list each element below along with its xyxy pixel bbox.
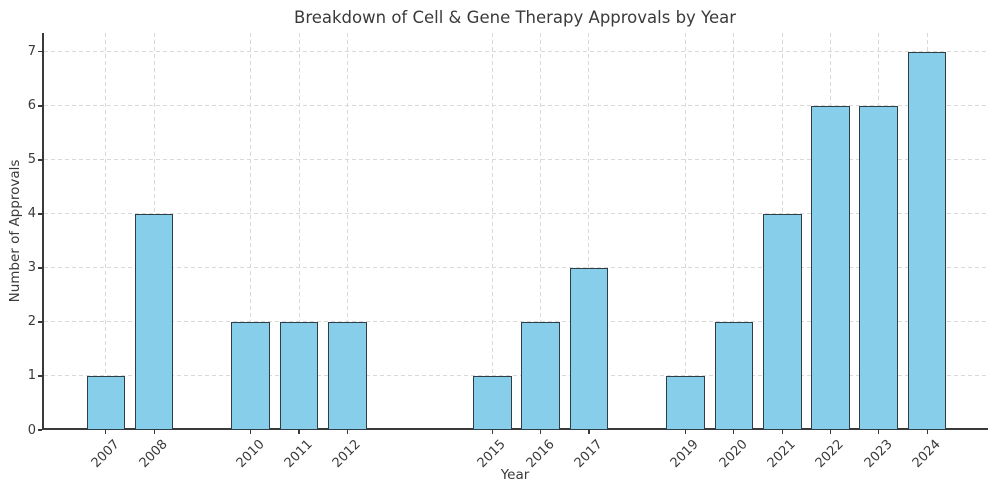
x-axis-label: Year [500, 467, 530, 483]
gridline-vertical [588, 33, 590, 430]
x-axis-tick [926, 430, 928, 434]
x-tick-label: 2017 [571, 437, 606, 472]
x-axis-tick [733, 430, 735, 434]
x-tick-label: 2012 [329, 437, 364, 472]
gridline-vertical [298, 33, 300, 430]
y-axis-tick [38, 213, 42, 215]
bar-2024 [907, 51, 947, 430]
y-axis-tick [38, 159, 42, 161]
x-axis-tick [781, 430, 783, 434]
y-axis-tick [38, 429, 42, 431]
x-axis-tick [250, 430, 252, 434]
x-tick-label: 2021 [764, 437, 799, 472]
gridline-vertical [346, 33, 348, 430]
y-axis-tick [38, 267, 42, 269]
bar-2010 [231, 321, 271, 430]
bar-2016 [521, 321, 560, 430]
gridline-vertical [685, 33, 687, 430]
x-axis-tick [153, 430, 155, 434]
y-tick-label: 1 [27, 368, 36, 384]
bar-2011 [279, 321, 319, 430]
bar-2015 [473, 375, 512, 430]
y-tick-label: 2 [27, 314, 36, 330]
x-axis-tick [829, 430, 832, 434]
gridline-vertical [733, 33, 735, 430]
y-axis-tick [38, 375, 42, 377]
x-axis-tick [588, 430, 590, 434]
y-tick-label: 3 [27, 260, 36, 276]
x-tick-label: 2022 [813, 437, 848, 472]
x-axis-tick [105, 430, 107, 434]
gridline-horizontal [44, 267, 988, 269]
y-tick-label: 5 [27, 152, 36, 168]
gridline-vertical [491, 33, 493, 430]
gridline-horizontal [44, 51, 988, 53]
y-axis-tick [38, 51, 42, 53]
y-axis-label: Number of Approvals [7, 159, 23, 303]
x-axis-tick [684, 430, 687, 434]
x-axis-tick [491, 430, 493, 434]
gridline-vertical [540, 33, 542, 430]
bar-2022 [811, 105, 850, 430]
axes-spines [42, 33, 988, 430]
y-axis-tick [38, 321, 42, 323]
bar-2023 [859, 105, 899, 430]
y-tick-label: 4 [27, 206, 36, 222]
x-tick-label: 2023 [861, 437, 896, 472]
x-tick-label: 2016 [523, 437, 558, 472]
gridline-horizontal [44, 105, 988, 107]
x-tick-label: 2015 [474, 437, 509, 472]
bar-2007 [86, 375, 126, 430]
x-axis-tick [346, 430, 348, 434]
bar-2017 [569, 267, 609, 430]
gridline-horizontal [44, 375, 988, 377]
y-axis-tick [38, 105, 42, 107]
x-axis-tick [540, 430, 542, 434]
gridline-vertical [105, 33, 107, 430]
x-tick-label: 2020 [716, 437, 751, 472]
gridline-vertical [250, 33, 252, 430]
x-tick-label: 2010 [233, 437, 268, 472]
bar-2021 [762, 213, 802, 430]
x-tick-label: 2019 [668, 437, 703, 472]
chart-title: Breakdown of Cell & Gene Therapy Approva… [294, 8, 736, 27]
bar-2019 [666, 375, 705, 430]
gridline-horizontal [44, 321, 988, 323]
bar-2008 [134, 213, 174, 430]
x-tick-label: 2007 [88, 437, 123, 472]
y-tick-label: 7 [27, 44, 36, 60]
x-tick-label: 2011 [281, 437, 316, 472]
x-tick-label: 2024 [909, 437, 944, 472]
y-tick-label: 6 [27, 98, 36, 114]
gridline-horizontal [44, 159, 988, 161]
x-tick-label: 2008 [136, 437, 171, 472]
gridline-horizontal [44, 213, 988, 215]
bar-2012 [328, 321, 367, 430]
x-axis-tick [878, 430, 880, 434]
bar-2020 [714, 321, 754, 430]
y-tick-label: 0 [27, 422, 36, 438]
x-axis-tick [298, 430, 300, 434]
